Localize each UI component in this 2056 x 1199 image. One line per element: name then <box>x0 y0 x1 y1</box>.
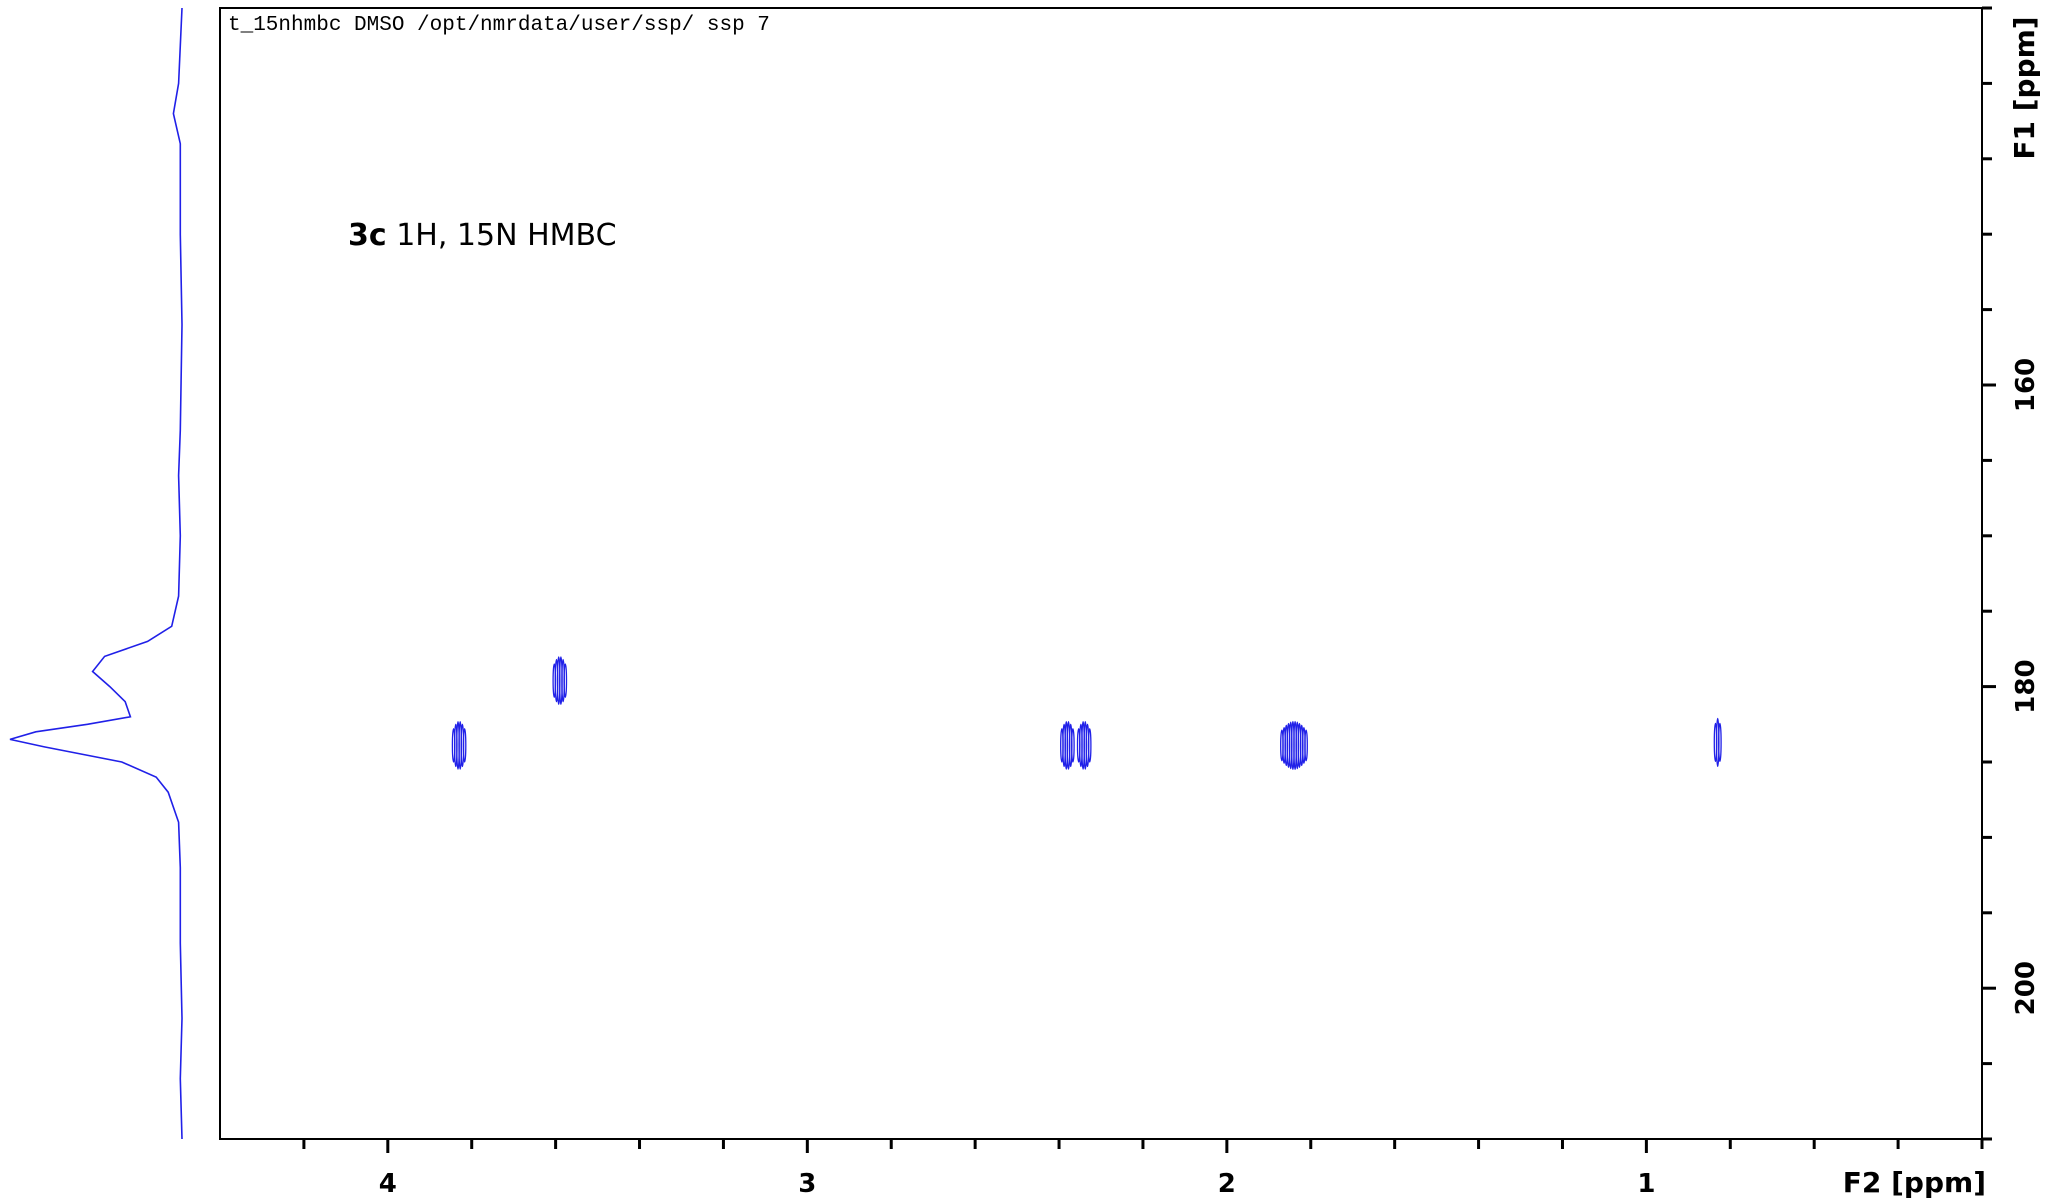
peak-contour <box>1718 722 1722 763</box>
y-tick-label: 200 <box>2011 961 2041 1015</box>
peak-contour <box>563 663 568 698</box>
x-axis-title: F2 [ppm] <box>1843 1166 1986 1199</box>
plot-area <box>219 7 1983 1140</box>
x-tick-label: 1 <box>1637 1169 1655 1199</box>
peak-contour <box>462 728 467 763</box>
compound-label: 3c <box>348 218 387 253</box>
peak-contour <box>1087 728 1092 763</box>
f1-projection-trace <box>9 7 183 1140</box>
cross-peak <box>1713 717 1722 768</box>
y-tick-label: 160 <box>2011 358 2041 412</box>
cross-peak <box>552 656 568 705</box>
experiment-label: 1H, 15N HMBC <box>396 218 617 253</box>
cross-peak <box>451 721 467 770</box>
peak-contour <box>1071 728 1075 763</box>
peak-contour <box>1304 729 1308 762</box>
spectrum-header: t_15nhmbc DMSO /opt/nmrdata/user/ssp/ ss… <box>228 14 770 37</box>
x-tick-label: 3 <box>798 1169 816 1199</box>
y-tick-label: 180 <box>2011 659 2041 713</box>
cross-peak <box>1280 720 1308 770</box>
cross-peak <box>1076 721 1092 770</box>
y-axis-title: F1 [ppm] <box>2008 16 2041 159</box>
x-tick-label: 4 <box>379 1169 397 1199</box>
spectrum-annotation: 3c 1H, 15N HMBC <box>348 218 617 253</box>
cross-peak <box>1060 721 1075 770</box>
x-tick-label: 2 <box>1218 1169 1236 1199</box>
